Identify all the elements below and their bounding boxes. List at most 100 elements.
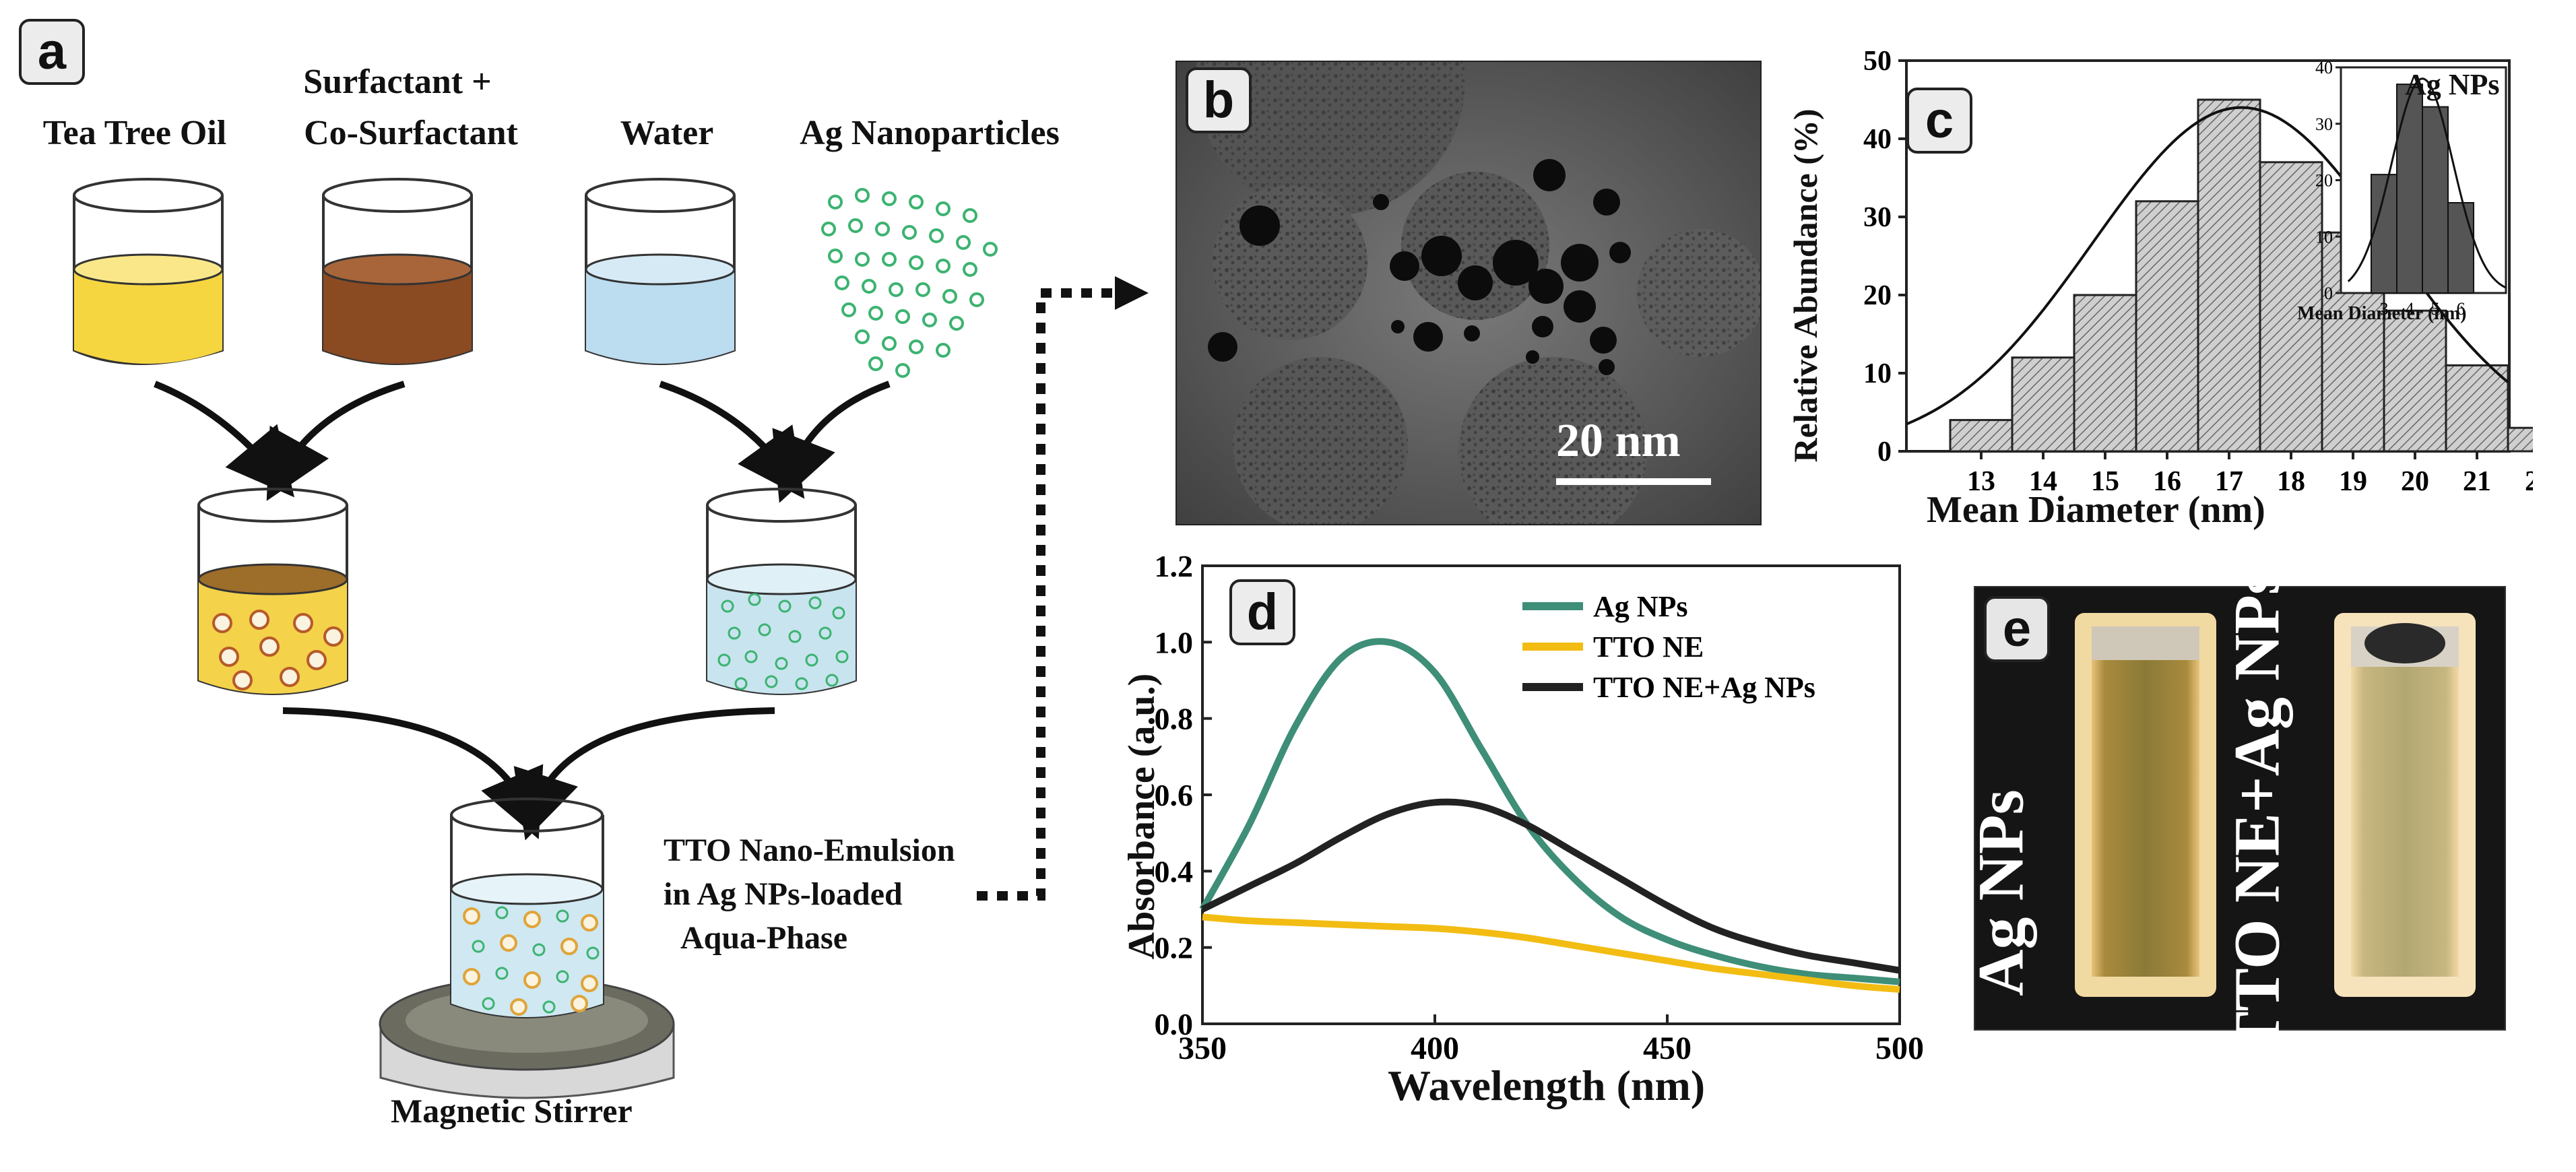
ag-nanoparticle-dot [922, 313, 937, 327]
ag-nanoparticle-dot [983, 242, 998, 257]
ag-nanoparticle-dot [868, 306, 883, 321]
c-x-tick-label: 16 [2153, 466, 2181, 497]
ag-nanoparticle-dot [482, 997, 495, 1010]
arrow-right-mix-to-stirrer [513, 707, 775, 841]
d-x-axis-title: Wavelength (nm) [1388, 1062, 1706, 1109]
beaker-tea-tree-oil [73, 178, 224, 365]
ag-nanoparticle-dot [855, 252, 870, 267]
ag-nanoparticle-dot [495, 906, 509, 919]
oil-droplet [510, 998, 527, 1016]
panel-letter-d: d [1229, 579, 1295, 645]
c-y-axis-title: Relative Abundance (%) [1786, 108, 1824, 463]
ag-nanoparticle-dot [728, 626, 741, 640]
ag-nanoparticle-dot [882, 191, 897, 206]
c-inset-x-title: Mean Diameter (nm) [2297, 303, 2467, 324]
ag-nanoparticle-dot [556, 909, 569, 923]
scale-bar-label: 20 nm [1556, 415, 1681, 467]
c-inset-x-tick-label: 5 [2431, 299, 2440, 319]
oil-droplet [463, 907, 480, 925]
ag-nanoparticle-dot [895, 363, 910, 378]
d-x-tick-label: 350 [1178, 1031, 1227, 1066]
ag-nanoparticle-dot [828, 249, 843, 263]
oil-droplet [523, 911, 541, 928]
oil-droplet [280, 667, 300, 687]
label-surfactant-line2: Co-Surfactant [304, 114, 518, 152]
label-tea-tree-oil: Tea Tree Oil [42, 114, 227, 152]
ag-nanoparticle-dot [868, 356, 883, 371]
panel-letter-c: c [1906, 88, 1972, 154]
c-inset-y-tick-label: 10 [2315, 227, 2333, 247]
cuvette-label-left: Ag NPs [1964, 789, 2037, 996]
ag-nanoparticle-dot [758, 623, 771, 637]
absorbance-chart: 0.0 0.2 0.4 0.6 0.8 1.0 1.2 350 400 450 500 Ag NPs T… [1155, 549, 1925, 1066]
c-inset-title: Ag NPs [2405, 68, 2500, 101]
oil-droplet [219, 647, 239, 667]
d-legend-label-2: TTO NE+Ag NPs [1593, 671, 1815, 704]
ag-nanoparticle-dot [778, 599, 792, 613]
panel-letter-a: a [19, 19, 85, 85]
oil-droplet [232, 670, 253, 690]
ag-nanoparticle-dot [835, 650, 849, 663]
ag-nanoparticle-dot [805, 653, 818, 667]
d-y-axis-title: Absorbance (a.u.) [1121, 673, 1163, 960]
c-inset-x-tick-label: 6 [2457, 299, 2466, 319]
label-magnetic-stirrer: Magnetic Stirrer [391, 1092, 633, 1130]
d-y-tick-label: 0.8 [1155, 702, 1194, 736]
ag-nanoparticle-dot [775, 657, 788, 670]
ag-nanoparticle-dot [542, 1000, 556, 1014]
ag-nanoparticle-dot [949, 316, 964, 331]
c-inset-bar-5 [2422, 106, 2449, 294]
d-y-tick-label: 0.4 [1155, 854, 1194, 888]
label-emulsion-line2: in Ag NPs-loaded [664, 876, 903, 912]
ag-nanoparticle-dot [848, 218, 863, 233]
ag-nanoparticle-dot [889, 282, 903, 297]
ag-nanoparticle-dot [882, 252, 897, 267]
ag-nanoparticle-dot [495, 967, 509, 980]
panel-letter-e: e [1984, 596, 2050, 662]
c-bar-16 [2135, 200, 2199, 453]
c-bar-22 [2507, 426, 2533, 453]
ag-nanoparticle-dot [895, 309, 910, 324]
ag-nanoparticle-dot [936, 201, 951, 216]
oil-droplet [500, 934, 517, 952]
beaker-surfactant [322, 178, 473, 365]
arrow-ag-to-mix [772, 381, 891, 503]
ag-nanoparticle-dot [744, 650, 758, 663]
beaker-oil-surfactant-mix [197, 488, 348, 695]
panel-letter-b: b [1186, 67, 1252, 133]
oil-droplet [212, 613, 232, 633]
c-y-tick-label: 10 [1863, 358, 1892, 389]
arrow-water-to-mix [659, 381, 805, 499]
arrow-left-mix-to-stirrer [282, 707, 544, 839]
c-x-tick-label: 14 [2029, 466, 2057, 497]
ag-nanoparticle-dot [929, 228, 944, 243]
ag-nanoparticle-dot [841, 302, 856, 317]
oil-droplet [581, 914, 598, 932]
ag-nanoparticle-dot [825, 674, 839, 687]
c-x-axis-title: Mean Diameter (nm) [1927, 489, 2265, 531]
ag-nanoparticle-dot [821, 222, 836, 236]
ag-nanoparticle-dot [942, 289, 957, 304]
ag-nanoparticle-dot [717, 653, 731, 667]
oil-droplet [307, 650, 327, 670]
arrow-oil-to-mix [154, 381, 295, 498]
ag-nanoparticle-dot [882, 336, 897, 351]
ag-nanoparticle-dot [969, 292, 984, 307]
beaker-water [585, 178, 736, 365]
c-y-tick-label: 50 [1863, 46, 1892, 77]
c-x-tick-label: 18 [2277, 466, 2305, 497]
c-inset-gaussian-fit [2347, 77, 2507, 289]
label-surfactant-line1: Surfactant + [303, 63, 492, 101]
ag-nanoparticle-dot [902, 225, 917, 240]
tem-micrograph [1176, 61, 1762, 525]
ag-nanoparticle-dot [808, 596, 822, 610]
c-x-tick-label: 15 [2091, 466, 2119, 497]
ag-nanoparticle-dot [963, 262, 977, 277]
cuvette-label-right: TTO NE+Ag NPs [2220, 569, 2293, 1055]
c-y-tick-label: 0 [1877, 436, 1892, 467]
c-inset-y-tick-label: 30 [2315, 115, 2333, 134]
d-y-tick-label: 0.0 [1155, 1007, 1194, 1041]
d-x-tick-label: 450 [1643, 1031, 1692, 1066]
c-inset-x-tick-label: 4 [2406, 299, 2414, 319]
